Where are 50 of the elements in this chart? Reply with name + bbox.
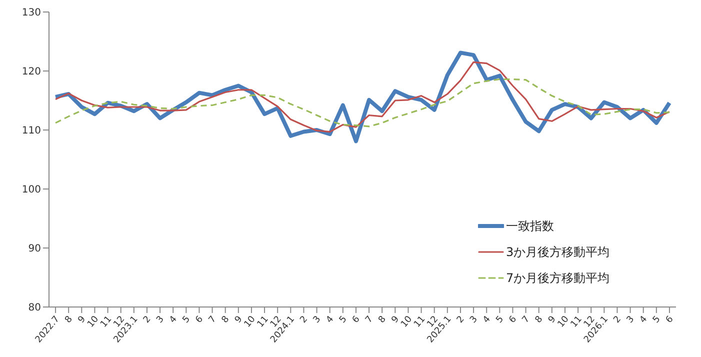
x-tick-label: 5: [338, 314, 350, 326]
line-series: [54, 78, 670, 128]
line-series: [54, 61, 670, 133]
y-tick-label: 120: [22, 66, 41, 78]
x-tick-label: 11: [99, 314, 114, 330]
y-tick-label: 80: [28, 302, 41, 314]
x-tick-label: 7: [364, 314, 376, 326]
x-tick-label: 2: [455, 314, 467, 326]
x-tick-label: 8: [534, 314, 546, 326]
x-tick-label: 7: [207, 314, 219, 326]
x-tick-label: 10: [86, 314, 102, 330]
x-tick-label: 5: [651, 314, 663, 326]
y-tick-label: 90: [28, 244, 41, 255]
x-tick-label: 2: [612, 314, 624, 326]
x-tick-label: 9: [233, 314, 245, 326]
x-tick-label: 2: [298, 314, 310, 326]
x-tick-label: 3: [312, 314, 324, 326]
x-tick-label: 3: [468, 314, 480, 326]
x-tick-label: 4: [324, 314, 336, 326]
y-tick-label: 110: [22, 126, 41, 137]
x-tick-label: 9: [390, 314, 402, 326]
x-tick-label: 7: [520, 314, 532, 326]
x-tick-label: 3: [154, 314, 166, 326]
x-tick-label: 10: [556, 314, 572, 330]
x-tick-label: 9: [76, 314, 88, 326]
x-tick-label: 4: [168, 314, 180, 326]
x-tick-label: 11: [412, 314, 428, 330]
x-tick-label: 8: [377, 314, 389, 326]
x-tick-label: 6: [664, 314, 676, 326]
x-tick-label: 5: [181, 314, 192, 326]
x-tick-label: 10: [399, 314, 415, 330]
x-tick-label: 4: [482, 314, 494, 326]
x-tick-label: 11: [569, 314, 584, 330]
x-tick-label: 11: [256, 314, 271, 330]
x-tick-label: 8: [64, 314, 76, 326]
legend-label: 3か月後方移動平均: [506, 244, 610, 261]
x-tick-label: 2: [142, 314, 154, 326]
y-tick-label: 100: [22, 184, 41, 196]
x-tick-label: 4: [638, 314, 650, 326]
y-tick-label: 130: [22, 8, 41, 19]
x-tick-label: 8: [220, 314, 232, 326]
x-tick-label: 6: [350, 314, 362, 326]
x-tick-label: 6: [194, 314, 206, 326]
x-tick-label: 6: [508, 314, 520, 326]
x-tick-label: 10: [242, 314, 258, 330]
x-tick-label: 5: [494, 314, 506, 326]
x-tick-label: 9: [546, 314, 558, 326]
legend-label: 7か月後方移動平均: [506, 270, 610, 287]
legend-label: 一致指数: [506, 218, 554, 235]
x-tick-label: 3: [625, 314, 637, 326]
